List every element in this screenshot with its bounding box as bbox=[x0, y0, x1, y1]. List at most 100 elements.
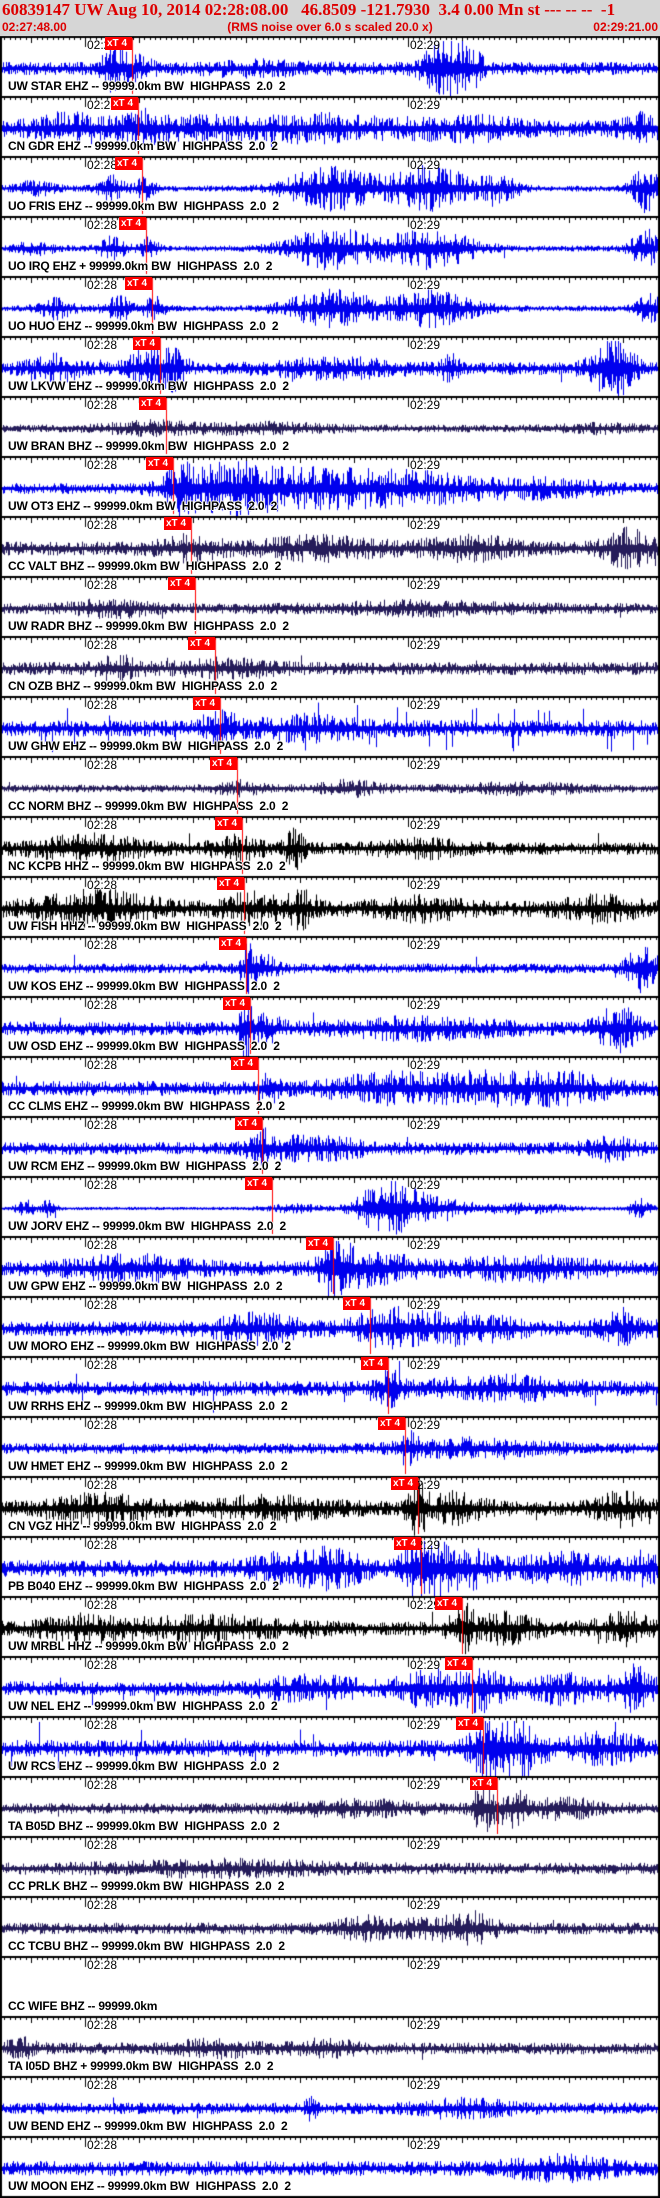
trace-row[interactable]: 02:28 02:29 xT 4 UW GPW EHZ -- 99999.0km BW… bbox=[0, 1236, 660, 1296]
trace-row[interactable]: 02:28 02:29 xT 4 UW RCM EHZ -- 99999.0km BW… bbox=[0, 1116, 660, 1176]
trace-station-label: CC WIFE BHZ -- 99999.0km bbox=[8, 1999, 158, 2013]
time-tick-label: 02:28 bbox=[87, 218, 118, 232]
time-tick-label: 02:28 bbox=[87, 1898, 118, 1912]
trace-row[interactable]: 02:28 02:29 xT 4 UW NEL EHZ -- 99999.0km BW… bbox=[0, 1656, 660, 1716]
trace-row[interactable]: 02:28 02:29 xT 4 UO FRIS EHZ -- 99999.0km B… bbox=[0, 156, 660, 216]
pick-flag[interactable]: xT 4 bbox=[306, 1237, 333, 1250]
pick-flag[interactable]: xT 4 bbox=[139, 397, 166, 410]
pick-flag[interactable]: xT 4 bbox=[391, 1477, 418, 1490]
pick-flag[interactable]: xT 4 bbox=[394, 1537, 421, 1550]
trace-row[interactable]: 02:28 02:29 xT 4 CC NORM BHZ -- 99999.0km B… bbox=[0, 756, 660, 816]
time-tick-label: 02:29 bbox=[410, 98, 441, 112]
trace-row[interactable]: 02:28 02:29 xT 4 CC CLMS EHZ -- 99999.0km B… bbox=[0, 1056, 660, 1116]
trace-row[interactable]: 02:28 02:29 CC PRLK BHZ -- 99999.0km BW HI… bbox=[0, 1836, 660, 1896]
trace-station-label: UW BRAN BHZ -- 99999.0km BW HIGHPASS 2.0… bbox=[8, 439, 289, 453]
pick-flag[interactable]: xT 4 bbox=[217, 877, 244, 890]
time-tick-label: 02:28 bbox=[87, 1598, 118, 1612]
trace-row[interactable]: 02:28 02:29 xT 4 UW RADR BHZ -- 99999.0km B… bbox=[0, 576, 660, 636]
pick-flag[interactable]: xT 4 bbox=[125, 277, 152, 290]
trace-station-label: UW NEL EHZ -- 99999.0km BW HIGHPASS 2.0 … bbox=[8, 1699, 278, 1713]
trace-row[interactable]: 02:28 02:29 CC WIFE BHZ -- 99999.0km bbox=[0, 1956, 660, 2016]
trace-station-label: CN OZB BHZ -- 99999.0km BW HIGHPASS 2.0 … bbox=[8, 679, 278, 693]
trace-station-label: UW OT3 EHZ -- 99999.0km BW HIGHPASS 2.0 … bbox=[8, 499, 278, 513]
time-tick-label: 02:28 bbox=[87, 638, 118, 652]
time-tick-label: 02:28 bbox=[87, 518, 118, 532]
trace-row[interactable]: 02:28 02:29 xT 4 UW BRAN BHZ -- 99999.0km B… bbox=[0, 396, 660, 456]
trace-row[interactable]: 02:28 02:29 xT 4 CN VGZ HHZ -- 99999.0km BW… bbox=[0, 1476, 660, 1536]
pick-flag[interactable]: xT 4 bbox=[146, 457, 173, 470]
pick-flag[interactable]: xT 4 bbox=[223, 997, 250, 1010]
pick-flag[interactable]: xT 4 bbox=[435, 1597, 462, 1610]
time-tick-label: 02:29 bbox=[410, 38, 441, 52]
pick-flag[interactable]: xT 4 bbox=[245, 1177, 272, 1190]
pick-flag[interactable]: xT 4 bbox=[235, 1117, 262, 1130]
time-tick-label: 02:28 bbox=[87, 458, 118, 472]
trace-row[interactable]: 02:28 02:29 xT 4 UW RCS EHZ -- 99999.0km BW… bbox=[0, 1716, 660, 1776]
trace-row[interactable]: 02:28 02:29 xT 4 UW MORO EHZ -- 99999.0km B… bbox=[0, 1296, 660, 1356]
pick-flag[interactable]: xT 4 bbox=[133, 337, 160, 350]
time-tick-label: 02:29 bbox=[410, 218, 441, 232]
pick-flag[interactable]: xT 4 bbox=[119, 217, 146, 230]
time-tick-label: 02:29 bbox=[410, 458, 441, 472]
rms-note: (RMS noise over 6.0 s scaled 20.0 x) bbox=[227, 20, 433, 34]
trace-station-label: CC CLMS EHZ -- 99999.0km BW HIGHPASS 2.0… bbox=[8, 1099, 285, 1113]
trace-row[interactable]: 02:28 02:29 xT 4 UW RRHS EHZ -- 99999.0km B… bbox=[0, 1356, 660, 1416]
time-tick-label: 02:29 bbox=[410, 2138, 441, 2152]
time-tick-label: 02:28 bbox=[87, 1718, 118, 1732]
time-tick-label: 02:28 bbox=[87, 2138, 118, 2152]
trace-row[interactable]: 02:28 02:29 xT 4 UW KOS EHZ -- 99999.0km BW… bbox=[0, 936, 660, 996]
trace-row[interactable]: 02:28 02:29 xT 4 UW STAR EHZ -- 99999.0km B… bbox=[0, 36, 660, 96]
trace-row[interactable]: 02:28 02:29 xT 4 UW GHW EHZ -- 99999.0km BW… bbox=[0, 696, 660, 756]
pick-flag[interactable]: xT 4 bbox=[231, 1057, 258, 1070]
trace-row[interactable]: 02:28 02:29 xT 4 UW MRBL HHZ -- 99999.0km B… bbox=[0, 1596, 660, 1656]
time-tick-label: 02:28 bbox=[87, 938, 118, 952]
trace-row[interactable]: 02:28 02:29 xT 4 UW LKVW EHZ -- 99999.0km B… bbox=[0, 336, 660, 396]
time-tick-label: 02:29 bbox=[410, 158, 441, 172]
time-tick-label: 02:28 bbox=[87, 698, 118, 712]
pick-flag[interactable]: xT 4 bbox=[188, 637, 215, 650]
pick-flag[interactable]: xT 4 bbox=[168, 577, 195, 590]
trace-row[interactable]: 02:28 02:29 xT 4 UW OSD EHZ -- 99999.0km BW… bbox=[0, 996, 660, 1056]
time-tick-label: 02:29 bbox=[410, 1658, 441, 1672]
trace-row[interactable]: 02:28 02:29 UW BEND EHZ -- 99999.0km BW HI… bbox=[0, 2076, 660, 2136]
time-tick-label: 02:28 bbox=[87, 1538, 118, 1552]
pick-flag[interactable]: xT 4 bbox=[378, 1417, 405, 1430]
time-tick-label: 02:28 bbox=[87, 278, 118, 292]
pick-flag[interactable]: xT 4 bbox=[343, 1297, 370, 1310]
trace-row[interactable]: 02:28 02:29 xT 4 UW HMET EHZ -- 99999.0km B… bbox=[0, 1416, 660, 1476]
pick-flag[interactable]: xT 4 bbox=[361, 1357, 388, 1370]
trace-station-label: CC NORM BHZ -- 99999.0km BW HIGHPASS 2.0… bbox=[8, 799, 289, 813]
trace-row[interactable]: 02:28 02:29 xT 4 TA B05D BHZ -- 99999.0km B… bbox=[0, 1776, 660, 1836]
pick-flag[interactable]: xT 4 bbox=[105, 37, 132, 50]
pick-flag[interactable]: xT 4 bbox=[215, 817, 242, 830]
trace-row[interactable]: 02:28 02:29 xT 4 CN OZB BHZ -- 99999.0km BW… bbox=[0, 636, 660, 696]
time-tick-label: 02:29 bbox=[410, 1718, 441, 1732]
time-tick-label: 02:28 bbox=[87, 158, 118, 172]
trace-row[interactable]: 02:28 02:29 xT 4 CC VALT BHZ -- 99999.0km B… bbox=[0, 516, 660, 576]
pick-flag[interactable]: xT 4 bbox=[111, 97, 138, 110]
trace-station-label: UW BEND EHZ -- 99999.0km BW HIGHPASS 2.0… bbox=[8, 2119, 288, 2133]
pick-flag[interactable]: xT 4 bbox=[210, 757, 237, 770]
trace-row[interactable]: 02:28 02:29 xT 4 UO HUO EHZ -- 99999.0km BW… bbox=[0, 276, 660, 336]
pick-flag[interactable]: xT 4 bbox=[470, 1777, 497, 1790]
pick-flag[interactable]: xT 4 bbox=[445, 1657, 472, 1670]
pick-flag[interactable]: xT 4 bbox=[193, 697, 220, 710]
trace-row[interactable]: 02:28 02:29 xT 4 CN GDR EHZ -- 99999.0km BW… bbox=[0, 96, 660, 156]
pick-flag[interactable]: xT 4 bbox=[456, 1717, 483, 1730]
trace-row[interactable]: 02:28 02:29 xT 4 UW OT3 EHZ -- 99999.0km BW… bbox=[0, 456, 660, 516]
trace-row[interactable]: 02:28 02:29 xT 4 UW FISH HHZ -- 99999.0km B… bbox=[0, 876, 660, 936]
trace-row[interactable]: 02:28 02:29 xT 4 NC KCPB HHZ -- 99999.0km B… bbox=[0, 816, 660, 876]
trace-row[interactable]: 02:28 02:29 UW MOON EHZ -- 99999.0km BW HI… bbox=[0, 2136, 660, 2196]
trace-row[interactable]: 02:28 02:29 TA I05D BHZ + 99999.0km BW HIG… bbox=[0, 2016, 660, 2076]
pick-flag[interactable]: xT 4 bbox=[219, 937, 246, 950]
trace-row[interactable]: 02:28 02:29 xT 4 UW JORV EHZ -- 99999.0km B… bbox=[0, 1176, 660, 1236]
time-tick-label: 02:28 bbox=[87, 2018, 118, 2032]
trace-station-label: UW HMET EHZ -- 99999.0km BW HIGHPASS 2.0… bbox=[8, 1459, 288, 1473]
pick-flag[interactable]: xT 4 bbox=[164, 517, 191, 530]
trace-row[interactable]: 02:28 02:29 xT 4 PB B040 EHZ -- 99999.0km B… bbox=[0, 1536, 660, 1596]
pick-flag[interactable]: xT 4 bbox=[115, 157, 142, 170]
trace-row[interactable]: 02:28 02:29 CC TCBU BHZ -- 99999.0km BW HI… bbox=[0, 1896, 660, 1956]
trace-row[interactable]: 02:28 02:29 xT 4 UO IRQ EHZ + 99999.0km BW … bbox=[0, 216, 660, 276]
